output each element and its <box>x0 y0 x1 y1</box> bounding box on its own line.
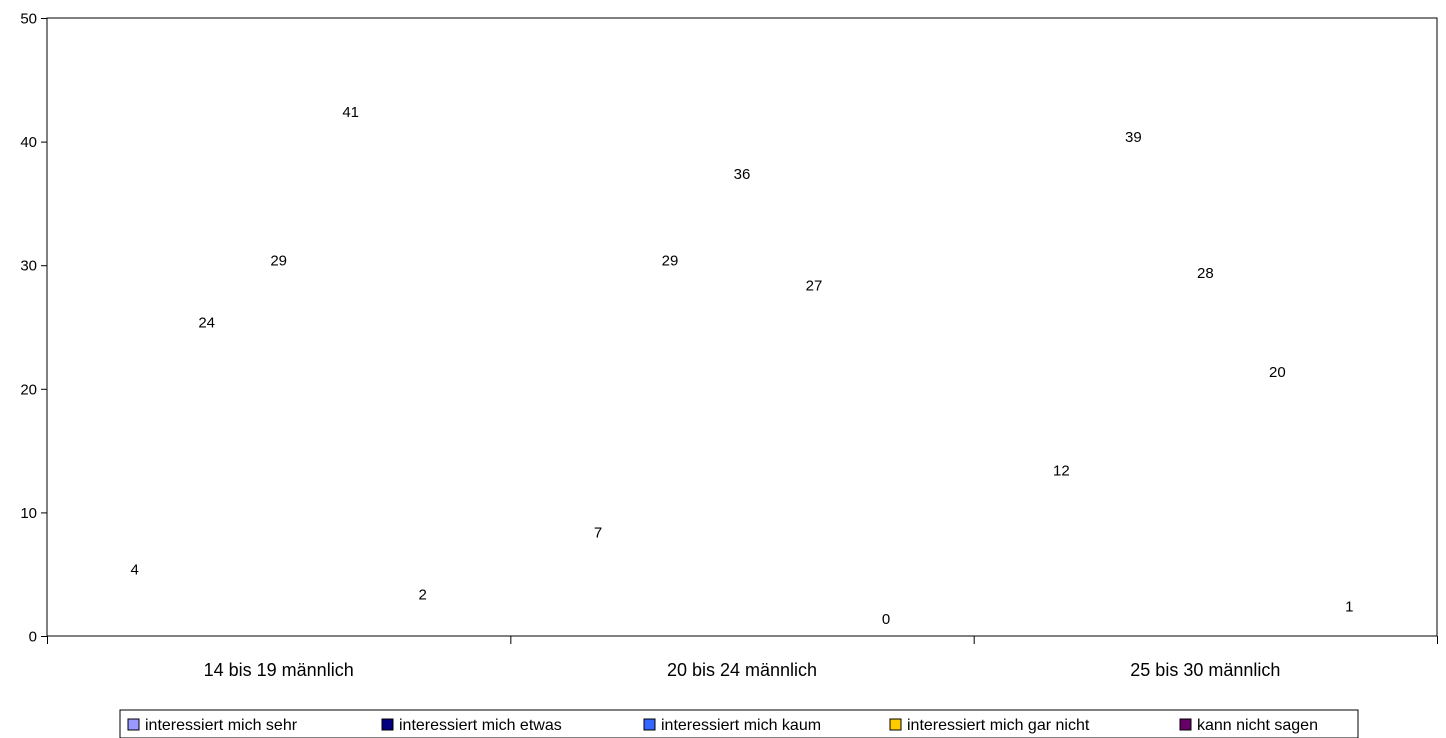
data-label: 4 <box>130 562 138 579</box>
y-tick-label: 50 <box>20 11 37 28</box>
y-tick-label: 20 <box>20 381 37 398</box>
y-axis-ticks: 0 10 20 30 40 50 <box>20 11 47 646</box>
data-label: 2 <box>418 586 426 603</box>
data-label: 12 <box>1053 463 1070 480</box>
data-label: 28 <box>1197 265 1214 282</box>
legend-box <box>119 709 1359 738</box>
legend-label: interessiert mich etwas <box>399 717 562 734</box>
legend-label: interessiert mich kaum <box>661 717 821 734</box>
y-tick-label: 40 <box>20 134 37 151</box>
legend-swatch <box>643 718 656 731</box>
data-label: 29 <box>662 253 679 270</box>
legend-swatch <box>889 718 902 731</box>
data-label: 41 <box>342 104 359 121</box>
y-tick-label: 0 <box>29 629 37 646</box>
legend-label: interessiert mich gar nicht <box>907 717 1090 734</box>
x-tick-label: 25 bis 30 männlich <box>1130 660 1280 680</box>
data-label: 24 <box>198 314 215 331</box>
plot-area <box>46 17 1438 637</box>
y-tick-label: 10 <box>20 505 37 522</box>
data-label: 36 <box>734 166 751 183</box>
legend: interessiert mich sehr interessiert mich … <box>119 709 1359 738</box>
legend-label: kann nicht sagen <box>1197 717 1318 734</box>
data-label: 7 <box>594 524 602 541</box>
legend-swatch <box>381 718 394 731</box>
data-label: 20 <box>1269 364 1286 381</box>
legend-swatch <box>1179 718 1192 731</box>
legend-swatch <box>127 718 140 731</box>
data-label: 27 <box>806 277 823 294</box>
x-axis-ticks: 14 bis 19 männlich 20 bis 24 männlich 25 b… <box>47 636 1438 680</box>
data-label: 39 <box>1125 129 1142 146</box>
data-label: 29 <box>270 253 287 270</box>
x-tick-label: 14 bis 19 männlich <box>204 660 354 680</box>
data-label: 0 <box>882 611 890 628</box>
legend-label: interessiert mich sehr <box>145 717 298 734</box>
x-tick-label: 20 bis 24 männlich <box>667 660 817 680</box>
axes <box>46 17 1438 637</box>
data-label: 1 <box>1345 599 1353 616</box>
y-tick-label: 30 <box>20 258 37 275</box>
